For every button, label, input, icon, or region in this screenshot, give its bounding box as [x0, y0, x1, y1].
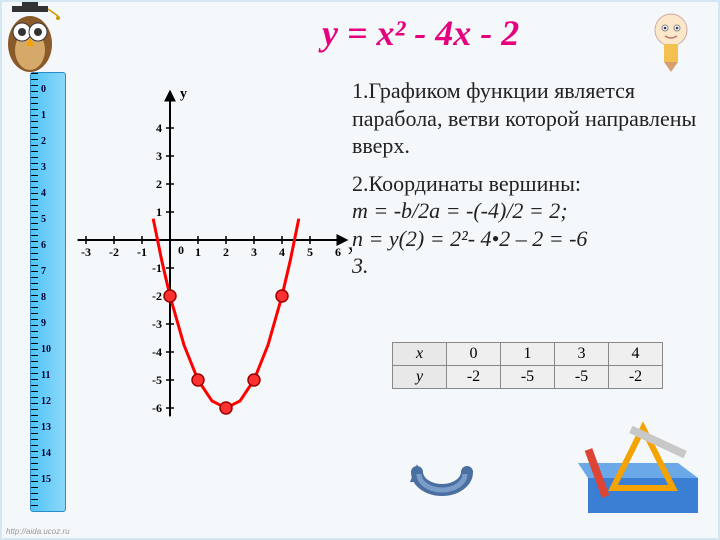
table-cell: 0: [447, 343, 501, 366]
svg-text:2: 2: [156, 177, 162, 191]
footer-url: http://aida.ucoz.ru: [6, 527, 70, 536]
svg-text:3: 3: [251, 245, 257, 259]
pencil-mascot: [646, 12, 696, 72]
svg-text:-6: -6: [152, 401, 162, 415]
values-table: x 0 1 3 4 y -2 -5 -5 -2: [392, 342, 663, 389]
table-cell: -5: [501, 366, 555, 389]
ruler-decoration: 0123456789101112131415: [30, 72, 66, 512]
refresh-icon[interactable]: [402, 452, 482, 512]
svg-text:1: 1: [195, 245, 201, 259]
ruler-numbers: 0123456789101112131415: [41, 77, 51, 493]
parabola-chart: -3-2-1123456-6-5-4-3-2-112340xy: [72, 42, 352, 442]
para-5: 3.: [352, 252, 707, 280]
para-3: m = -b/2a = -(-4)/2 = 2;: [352, 197, 707, 225]
table-cell: 3: [555, 343, 609, 366]
svg-text:6: 6: [335, 245, 341, 259]
para-2: 2.Координаты вершины:: [352, 170, 707, 198]
tools-decoration: [578, 418, 708, 528]
table-header-y: y: [393, 366, 447, 389]
owl-mascot: [2, 2, 72, 80]
table-cell: -2: [447, 366, 501, 389]
svg-text:0: 0: [178, 243, 184, 257]
svg-text:-3: -3: [152, 317, 162, 331]
svg-text:1: 1: [156, 205, 162, 219]
table-cell: 4: [609, 343, 663, 366]
table-cell: 1: [501, 343, 555, 366]
svg-text:-4: -4: [152, 345, 162, 359]
para-4: n = y(2) = 2²- 4•2 – 2 = -6: [352, 225, 707, 253]
svg-text:4: 4: [156, 121, 162, 135]
svg-text:-1: -1: [137, 245, 147, 259]
svg-text:-2: -2: [152, 289, 162, 303]
svg-text:5: 5: [307, 245, 313, 259]
svg-text:-5: -5: [152, 373, 162, 387]
svg-text:y: y: [180, 87, 187, 102]
para-1: 1.Графиком функции является парабола, ве…: [352, 77, 707, 160]
svg-text:3: 3: [156, 149, 162, 163]
svg-text:-3: -3: [81, 245, 91, 259]
table-row: y -2 -5 -5 -2: [393, 366, 663, 389]
svg-text:-2: -2: [109, 245, 119, 259]
table-cell: -5: [555, 366, 609, 389]
table-header-x: x: [393, 343, 447, 366]
svg-text:-1: -1: [152, 261, 162, 275]
table-row: x 0 1 3 4: [393, 343, 663, 366]
explanation-text: 1.Графиком функции является парабола, ве…: [352, 77, 707, 280]
table-cell: -2: [609, 366, 663, 389]
svg-text:2: 2: [223, 245, 229, 259]
svg-text:4: 4: [279, 245, 285, 259]
